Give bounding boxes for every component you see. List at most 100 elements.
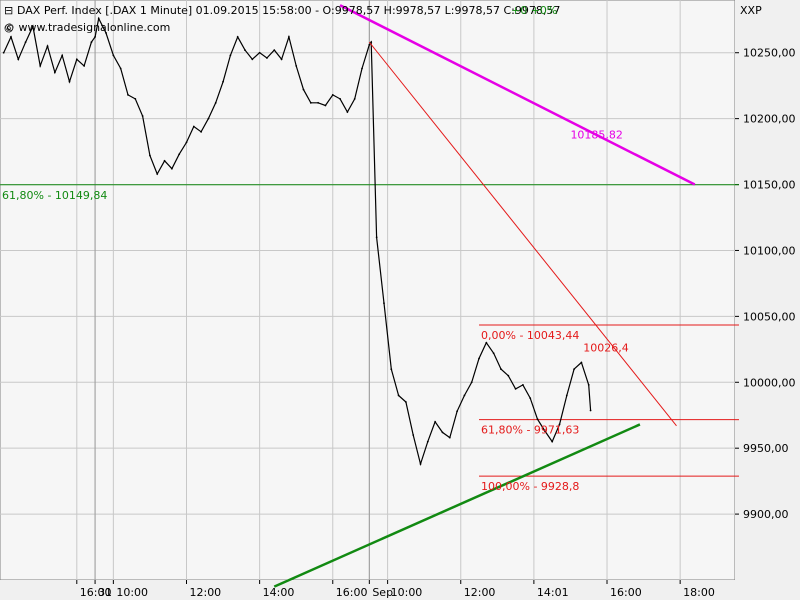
price-point: [68, 80, 71, 83]
x-tick-label: 10:00: [116, 586, 148, 599]
support-trendline[interactable]: [273, 423, 641, 588]
y-tick-label: 10100,00: [743, 244, 796, 257]
price-point: [112, 54, 115, 57]
price-point: [536, 418, 539, 421]
y-axis-strip: [735, 0, 800, 580]
price-point: [178, 153, 181, 156]
trendline-value-label: 10185,82: [570, 128, 623, 141]
y-tick-label: 10250,00: [743, 47, 796, 60]
x-tick-label: 12:00: [464, 586, 496, 599]
fib-level-label: 61,80% - 9971,63: [481, 424, 579, 437]
price-point: [258, 51, 261, 54]
x-tick-label: 31: [98, 586, 112, 599]
price-point: [589, 409, 592, 412]
price-point: [163, 159, 166, 162]
trendline-value-label: 10026,4: [583, 341, 629, 354]
price-point: [514, 387, 517, 390]
price-point: [456, 410, 458, 413]
price-point: [287, 36, 290, 38]
price-point: [170, 167, 173, 170]
plot-area: [0, 0, 736, 581]
price-point: [149, 154, 151, 157]
price-point: [558, 423, 561, 426]
price-point: [390, 368, 393, 370]
price-point: [500, 368, 502, 370]
price-point: [192, 125, 195, 128]
price-point: [485, 341, 488, 344]
price-point: [214, 101, 217, 104]
x-tick-label: 10:00: [391, 586, 423, 599]
price-point: [368, 43, 371, 46]
price-point: [397, 394, 400, 397]
price-point: [207, 117, 210, 120]
y-tick-label: 10050,00: [743, 310, 796, 323]
price-point: [280, 58, 283, 61]
price-series-line[interactable]: [3, 16, 592, 467]
price-point: [17, 58, 20, 61]
chart-header: ⊟ DAX Perf. Index [.DAX 1 Minute] 01.09.…: [4, 4, 762, 34]
price-point: [353, 97, 356, 100]
price-point: [127, 94, 129, 96]
price-point: [46, 45, 49, 48]
price-point: [222, 80, 224, 83]
price-point: [251, 58, 254, 61]
price-point: [302, 88, 305, 91]
resistance-trendline[interactable]: [339, 4, 696, 186]
price-point: [463, 394, 466, 397]
price-point: [75, 58, 78, 61]
price-point: [573, 368, 576, 370]
copyright-icon: ◎: [4, 21, 14, 34]
price-point: [361, 67, 363, 70]
price-point: [236, 36, 239, 38]
chart-title: DAX Perf. Index [.DAX 1 Minute] 01.09.20…: [17, 4, 560, 17]
price-point: [94, 36, 96, 38]
price-point: [470, 381, 473, 384]
fib-level-label: 61,80% - 10149,84: [2, 189, 107, 202]
price-point: [61, 54, 64, 57]
x-tick-label: 14:01: [537, 586, 569, 599]
price-point: [97, 17, 100, 20]
price-point: [200, 130, 203, 133]
x-tick-label: 14:00: [263, 586, 295, 599]
x-tick-label: 16:00: [336, 586, 368, 599]
price-point: [32, 25, 34, 28]
price-point: [295, 65, 298, 67]
price-point: [346, 111, 349, 113]
fib-level-label: 100,00% - 9928,8: [481, 480, 579, 493]
price-point: [478, 357, 480, 360]
price-point: [565, 394, 568, 397]
price-point: [529, 397, 532, 399]
price-point: [309, 101, 312, 104]
price-point: [324, 104, 327, 107]
price-point: [507, 374, 510, 377]
price-point: [39, 65, 42, 67]
price-point: [83, 65, 86, 67]
price-point: [134, 97, 137, 100]
x-tick-label: 16:00: [610, 586, 642, 599]
price-point: [244, 49, 246, 51]
collapse-icon[interactable]: ⊟: [4, 4, 13, 17]
price-point: [266, 57, 268, 59]
price-point: [331, 94, 334, 96]
y-tick-label: 9900,00: [743, 508, 789, 521]
axis-unit-label: XXP: [740, 4, 762, 17]
price-point: [156, 173, 159, 175]
y-tick-label: 10200,00: [743, 113, 796, 126]
price-point: [543, 430, 546, 432]
fib-trendline[interactable]: [368, 41, 677, 427]
price-point: [441, 431, 444, 434]
price-point: [2, 51, 5, 54]
price-point: [229, 54, 232, 57]
price-point: [412, 434, 415, 436]
price-point: [24, 41, 27, 44]
x-tick-label: 18:00: [683, 586, 715, 599]
x-tick-label: 12:00: [189, 586, 221, 599]
price-point: [119, 67, 122, 70]
price-point: [404, 401, 407, 403]
x-tick-label: 16:00: [80, 586, 112, 599]
price-point: [383, 302, 385, 305]
price-point: [273, 49, 276, 51]
price-point: [587, 384, 590, 386]
